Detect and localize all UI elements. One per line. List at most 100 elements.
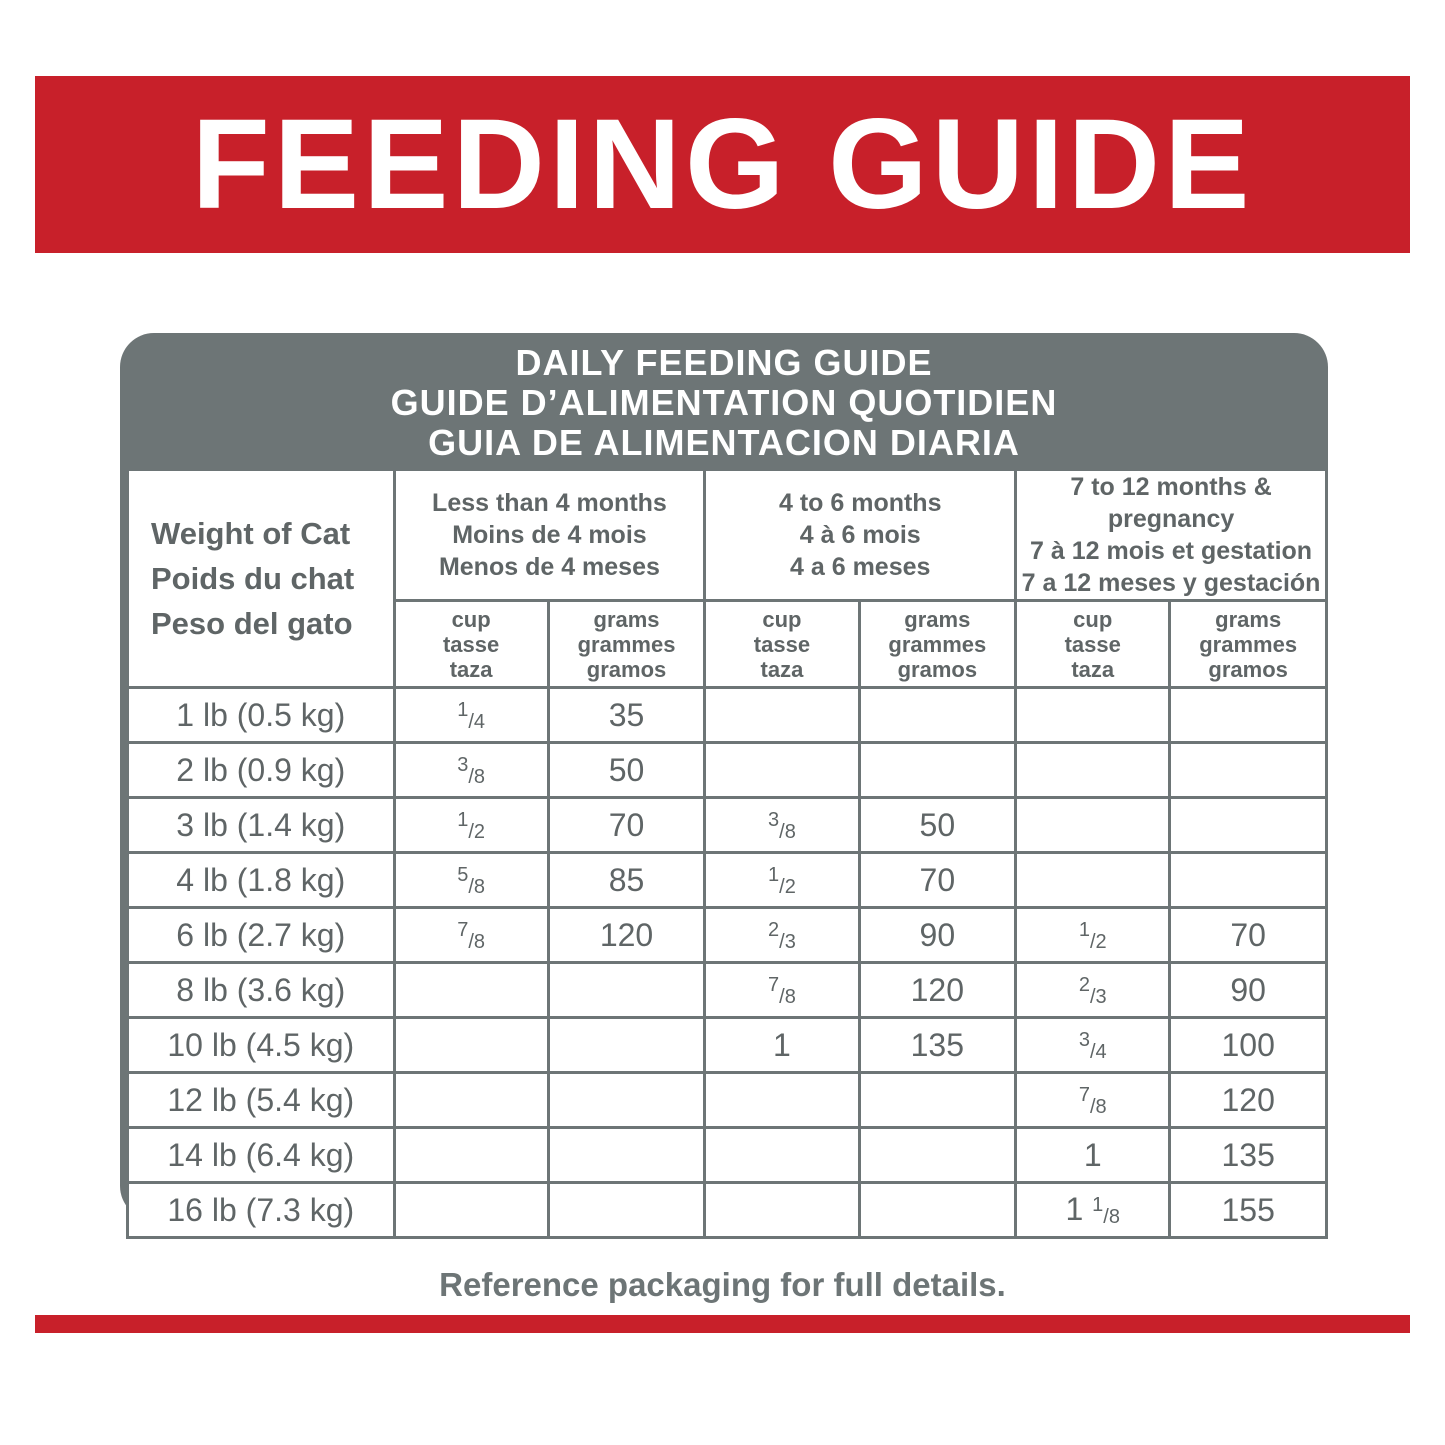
cell-text: 1/2 xyxy=(1078,919,1107,953)
cup-cell: 3/4 xyxy=(1014,1016,1172,1074)
header-line: Menos de 4 meses xyxy=(438,553,660,581)
cell-text: 100 xyxy=(1221,1026,1275,1063)
cell-text: 12 lb (5.4 kg) xyxy=(167,1081,355,1118)
grams-cell: 155 xyxy=(1168,1181,1328,1239)
header-line: cup xyxy=(451,606,491,632)
grams-cell: 90 xyxy=(1168,961,1328,1019)
unit-header: grams grammes gramos xyxy=(1168,599,1328,689)
unit-header: grams grammes gramos xyxy=(857,599,1018,689)
cup-cell xyxy=(1014,741,1172,799)
weight-cell: 14 lb (6.4 kg) xyxy=(126,1126,396,1184)
header-line: taza xyxy=(1071,656,1115,682)
cup-cell: 1 xyxy=(703,1016,861,1074)
cup-cell: 1 1/8 xyxy=(1014,1181,1172,1239)
grams-cell: 50 xyxy=(546,741,707,799)
grams-cell: 50 xyxy=(857,796,1018,854)
weight-cell: 6 lb (2.7 kg) xyxy=(126,906,396,964)
grams-cell xyxy=(857,741,1018,799)
cell-text: 70 xyxy=(608,806,645,843)
cup-cell xyxy=(703,741,861,799)
bottom-bar xyxy=(35,1315,1410,1333)
feeding-table-panel: DAILY FEEDING GUIDE GUIDE D’ALIMENTATION… xyxy=(120,333,1328,1239)
weight-cell: 16 lb (7.3 kg) xyxy=(126,1181,396,1239)
header-line: grammes xyxy=(888,631,987,657)
grams-cell xyxy=(857,1071,1018,1129)
cell-text: 50 xyxy=(919,806,956,843)
header-line: grammes xyxy=(577,631,676,657)
data-row: 2 lb (0.9 kg) 3/8 50 xyxy=(126,741,1328,799)
header-line: Poids du chat xyxy=(151,561,355,596)
header-line: 4 à 6 mois xyxy=(799,521,921,549)
grams-cell xyxy=(1168,741,1328,799)
cup-cell: 1 xyxy=(1014,1126,1172,1184)
data-row: 12 lb (5.4 kg) 7/8 120 xyxy=(126,1071,1328,1129)
cell-text: 135 xyxy=(1221,1136,1275,1173)
grams-cell: 70 xyxy=(857,851,1018,909)
cup-cell: 5/8 xyxy=(392,851,550,909)
cell-text: 3/4 xyxy=(1078,1029,1107,1063)
grams-cell xyxy=(1168,686,1328,744)
data-row: 10 lb (4.5 kg) 1 135 3/4 100 xyxy=(126,1016,1328,1074)
cell-text: 3/8 xyxy=(457,754,486,788)
cell-text: 135 xyxy=(910,1026,965,1063)
data-row: 16 lb (7.3 kg) 1 1/8 155 xyxy=(126,1181,1328,1239)
cell-text: 90 xyxy=(1230,971,1266,1008)
header-line: 7 à 12 mois et gestation xyxy=(1030,537,1313,565)
cup-cell: 7/8 xyxy=(1014,1071,1172,1129)
title-line: GUIDE D’ALIMENTATION QUOTIDIEN xyxy=(390,381,1058,423)
weight-cell: 12 lb (5.4 kg) xyxy=(126,1071,396,1129)
grams-cell xyxy=(546,1126,707,1184)
cup-cell xyxy=(392,1181,550,1239)
cell-text: 3 lb (1.4 kg) xyxy=(176,806,346,843)
age-group-header: Less than 4 months Moins de 4 mois Menos d… xyxy=(392,468,707,602)
cell-text: 8 lb (3.6 kg) xyxy=(176,971,346,1008)
data-row: 4 lb (1.8 kg) 5/8 85 1/2 70 xyxy=(126,851,1328,909)
unit-header: grams grammes gramos xyxy=(546,599,707,689)
grams-cell xyxy=(1168,796,1328,854)
cell-text: 120 xyxy=(910,971,965,1008)
header-line: grammes xyxy=(1199,631,1298,657)
cup-cell: 3/8 xyxy=(392,741,550,799)
weight-cell: 8 lb (3.6 kg) xyxy=(126,961,396,1019)
grams-cell: 100 xyxy=(1168,1016,1328,1074)
cup-cell xyxy=(392,1071,550,1129)
header-line: tasse xyxy=(442,631,500,657)
header-line: grams xyxy=(904,606,971,632)
cup-cell xyxy=(392,1126,550,1184)
cup-cell xyxy=(392,1016,550,1074)
banner: FEEDING GUIDE xyxy=(35,76,1410,253)
cell-text: 7/8 xyxy=(1078,1084,1107,1118)
cell-text: 14 lb (6.4 kg) xyxy=(167,1136,355,1173)
cell-text: 50 xyxy=(608,751,645,788)
header-row: Weight of Cat Poids du chat Peso del gato L… xyxy=(126,468,1328,689)
cell-text: 1 lb (0.5 kg) xyxy=(176,696,346,733)
grams-cell: 120 xyxy=(546,906,707,964)
grams-cell xyxy=(546,961,707,1019)
header-line: cup xyxy=(1073,606,1113,632)
cup-cell: 1/2 xyxy=(1014,906,1172,964)
cell-text: 1/2 xyxy=(768,864,796,898)
data-row: 14 lb (6.4 kg) 1 135 xyxy=(126,1126,1328,1184)
header-line: gramos xyxy=(897,656,978,682)
grams-cell: 135 xyxy=(857,1016,1018,1074)
grams-cell: 70 xyxy=(1168,906,1328,964)
age-group-header: 7 to 12 months & pregnancy 7 à 12 mois et… xyxy=(1014,468,1328,602)
header-line: 4 to 6 months xyxy=(778,489,942,517)
header-line: taza xyxy=(760,656,804,682)
cup-cell xyxy=(703,1071,861,1129)
grams-cell xyxy=(857,686,1018,744)
cup-cell xyxy=(392,961,550,1019)
cell-text: 90 xyxy=(919,916,956,953)
cell-text: 6 lb (2.7 kg) xyxy=(176,916,346,953)
grams-cell: 120 xyxy=(857,961,1018,1019)
unit-header: cup tasse taza xyxy=(1014,599,1172,689)
unit-header: cup tasse taza xyxy=(392,599,550,689)
title-line: GUIA DE ALIMENTACION DIARIA xyxy=(428,421,1020,463)
cell-text: 2 lb (0.9 kg) xyxy=(176,751,346,788)
cup-cell xyxy=(1014,686,1172,744)
cup-cell: 1/2 xyxy=(703,851,861,909)
grams-cell: 70 xyxy=(546,796,707,854)
cell-text: 2/3 xyxy=(1078,974,1107,1008)
cell-text: 1 xyxy=(773,1026,791,1063)
